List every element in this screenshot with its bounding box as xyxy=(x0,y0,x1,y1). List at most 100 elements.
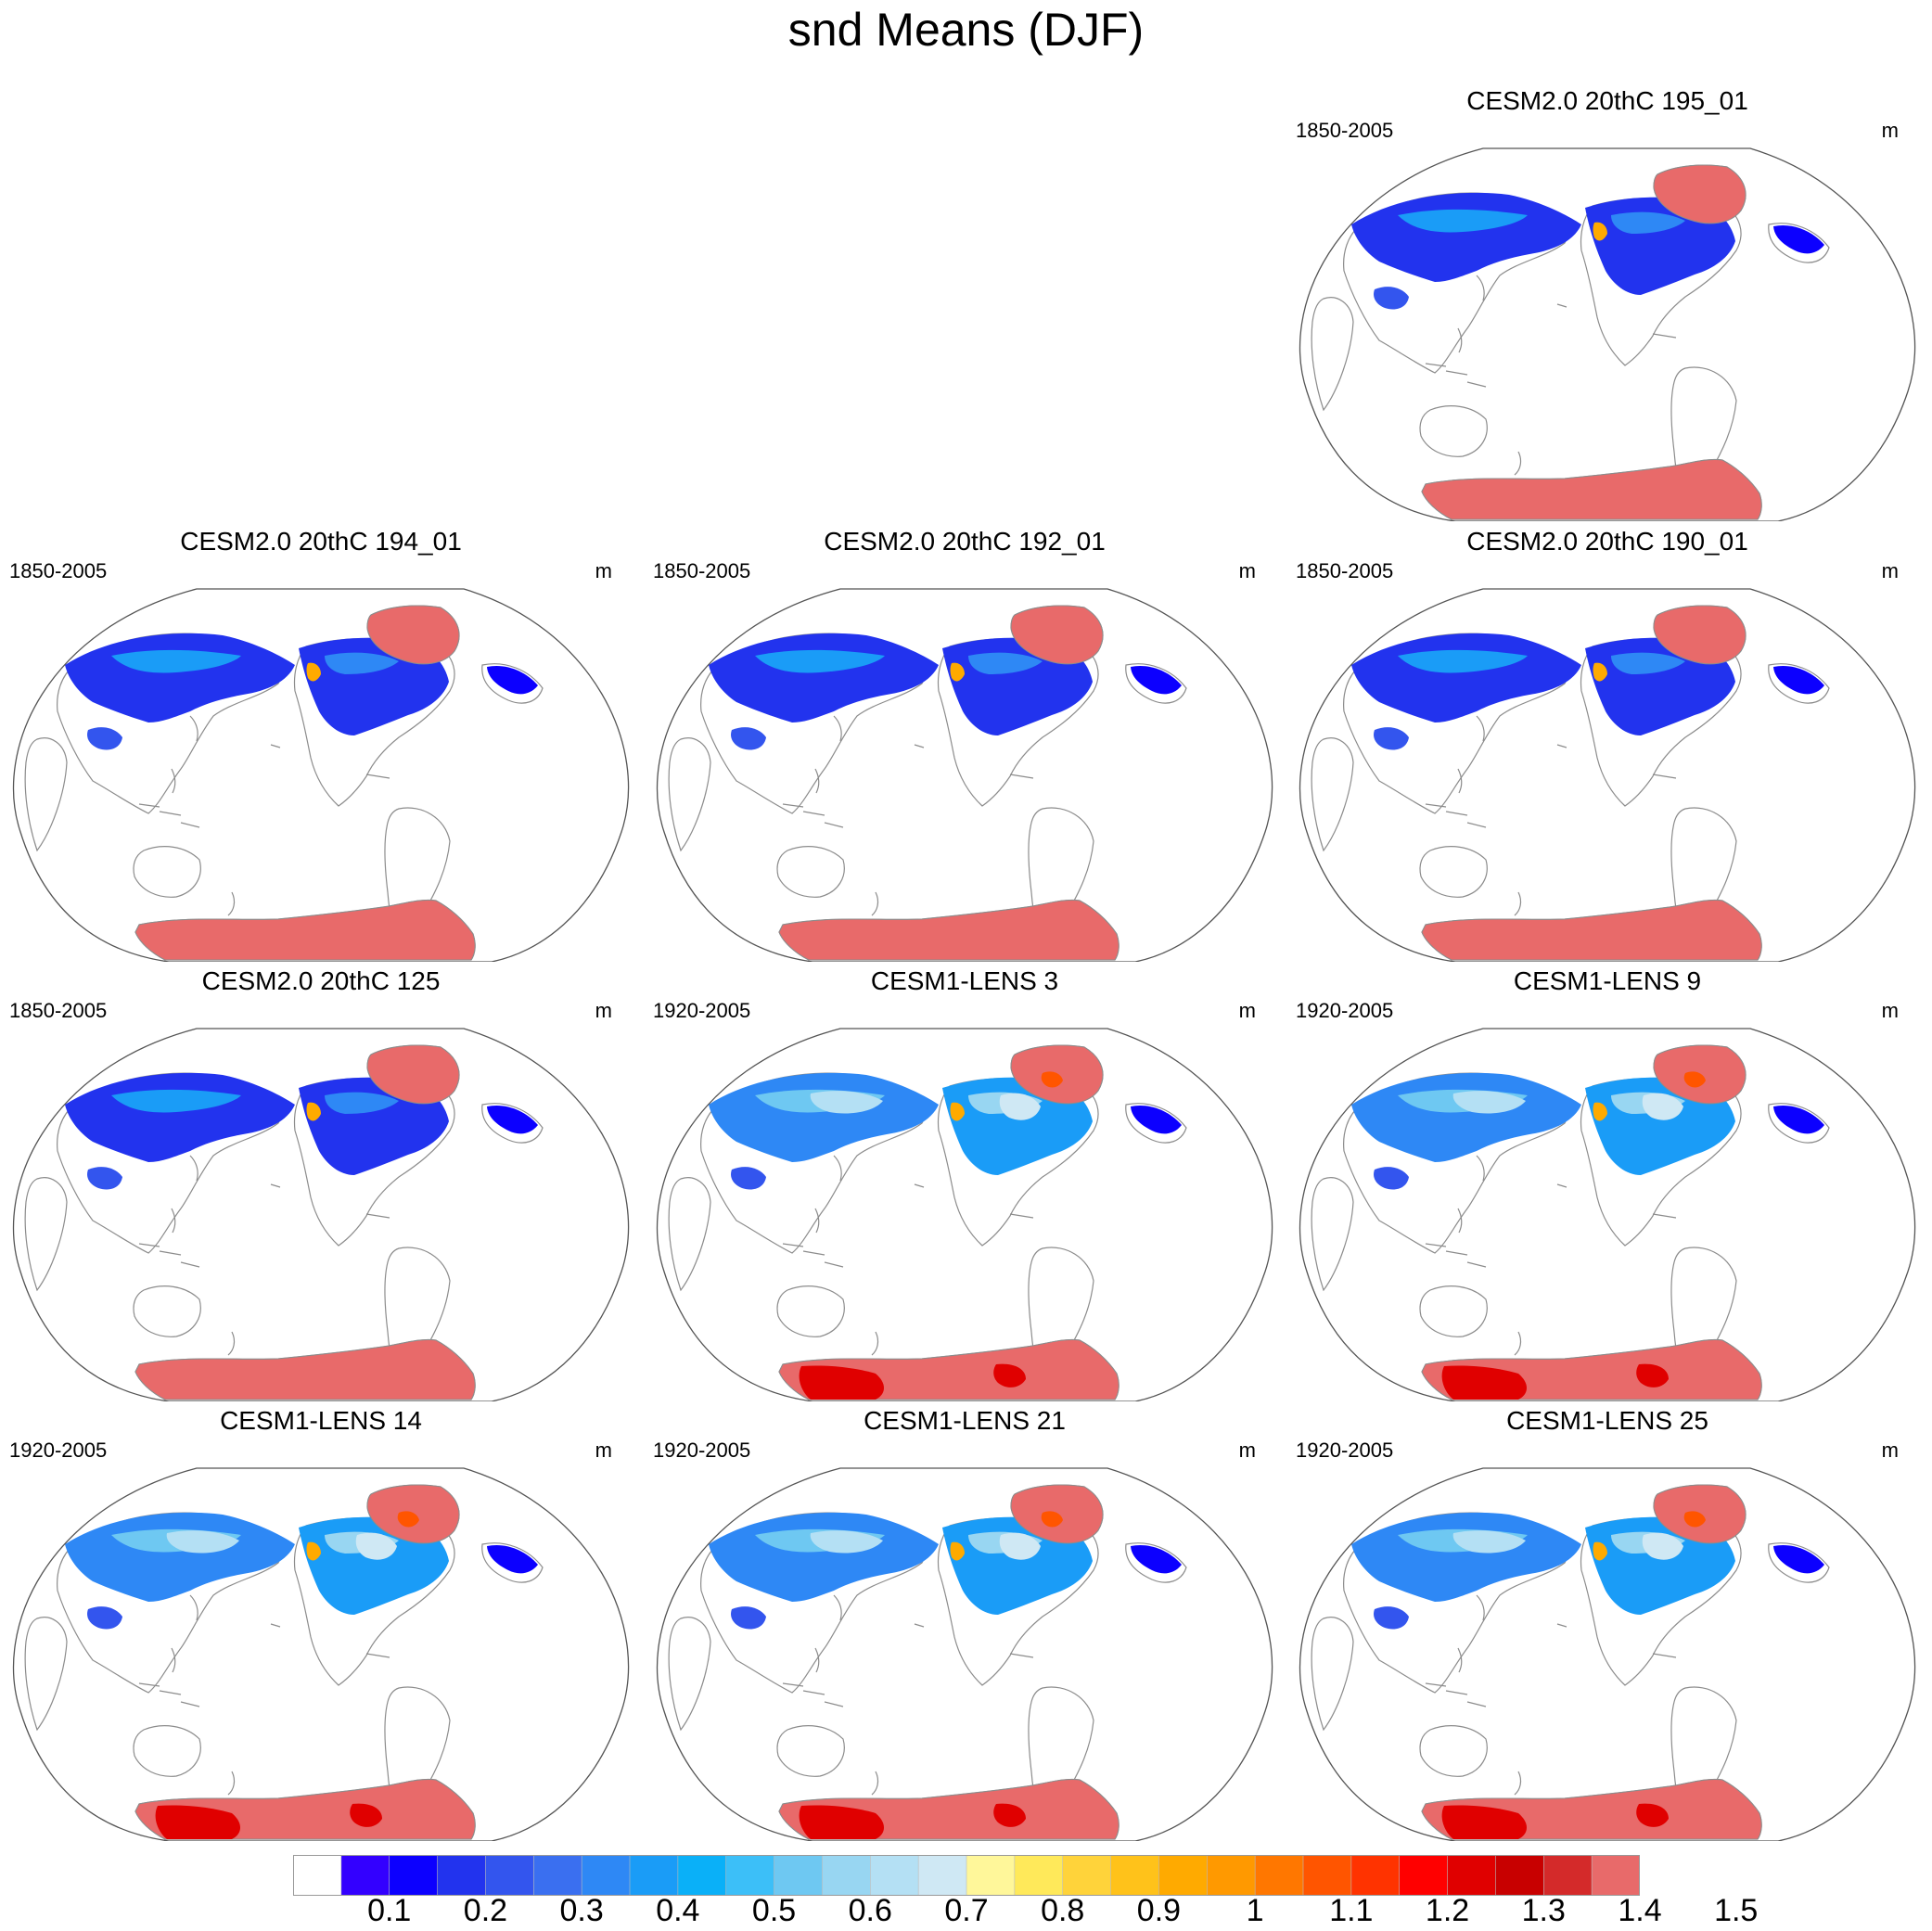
coast-hawaii xyxy=(1556,303,1567,308)
snow-antarctica xyxy=(1421,459,1762,520)
panel-units: m xyxy=(595,999,612,1022)
colorbar-swatch xyxy=(581,1855,631,1896)
coast-indonesia1 xyxy=(782,803,804,808)
figure-title: snd Means (DJF) xyxy=(787,4,1145,56)
colorbar-tick-label: 0.6 xyxy=(848,1893,892,1928)
coast-caribbean xyxy=(1652,1213,1677,1219)
snow-greenland xyxy=(1653,164,1746,224)
coast-newZealand xyxy=(1514,1331,1522,1356)
snow-greenland-edge xyxy=(1041,1511,1063,1528)
panel-years: 1850-2005 xyxy=(9,559,108,582)
coast-indonesia1 xyxy=(138,803,160,808)
snow-tibet xyxy=(731,1167,766,1190)
land-australia xyxy=(133,846,201,898)
coast-indonesia2 xyxy=(802,1250,825,1256)
coast-caribbean xyxy=(1652,333,1677,339)
snow-antarctica-deep xyxy=(350,1803,382,1827)
map-panel: CESM2.0 20thC 190_01 1850-2005 m xyxy=(1286,526,1928,962)
panel-units: m xyxy=(1881,1439,1899,1462)
snow-north-america-deeper xyxy=(1611,652,1685,674)
globe-outline xyxy=(657,1467,1273,1841)
coast-philippines xyxy=(814,768,820,794)
coast-indonesia1 xyxy=(138,1682,160,1687)
snow-eurasia-deeper xyxy=(755,649,885,673)
world-map xyxy=(13,1028,630,1401)
coast-japan xyxy=(1476,1155,1485,1182)
coast-caribbean xyxy=(1009,1653,1034,1658)
coast-indonesia2 xyxy=(1445,811,1468,816)
snow-antarctica-deep xyxy=(799,1365,884,1400)
panel-years: 1920-2005 xyxy=(653,1439,751,1462)
colorbar-tick-label: 0.7 xyxy=(944,1893,989,1928)
colorbar-swatch xyxy=(1495,1855,1545,1896)
land-australia xyxy=(776,1725,845,1777)
snow-greenland xyxy=(1010,605,1104,665)
colorbar-swatch xyxy=(774,1855,824,1896)
panel-years: 1920-2005 xyxy=(1296,1439,1394,1462)
coast-hawaii xyxy=(270,744,281,748)
snow-europe xyxy=(487,1544,538,1574)
land-australia xyxy=(776,1285,845,1337)
snow-north-america-peak xyxy=(999,1532,1041,1560)
coast-philippines xyxy=(171,768,176,794)
coast-caribbean xyxy=(1652,774,1677,779)
snow-europe xyxy=(487,1105,538,1134)
coast-newZealand xyxy=(1514,451,1522,476)
map-panel: CESM1-LENS 9 1920-2005 m xyxy=(1286,966,1928,1401)
coast-indonesia2 xyxy=(1445,1250,1468,1256)
panel-units: m xyxy=(1238,1439,1256,1462)
snow-greenland-edge xyxy=(1683,1071,1706,1088)
coast-newGuinea xyxy=(180,1261,200,1268)
map-content xyxy=(1299,1028,1916,1401)
map-content xyxy=(13,1028,630,1401)
coast-japan xyxy=(189,715,198,742)
coast-caribbean xyxy=(365,1213,390,1219)
coast-newZealand xyxy=(871,1331,879,1356)
land-australia xyxy=(1419,1725,1488,1777)
snow-tibet xyxy=(731,727,766,750)
map-panel: CESM1-LENS 3 1920-2005 m xyxy=(644,966,1286,1401)
land-australia xyxy=(133,1285,201,1337)
snow-greenland xyxy=(1653,605,1746,665)
snow-eurasia-deeper xyxy=(1398,209,1528,233)
coast-newZealand xyxy=(227,1771,236,1796)
coast-newGuinea xyxy=(180,1701,200,1707)
snow-tibet xyxy=(1374,1606,1409,1630)
panel-title: CESM1-LENS 25 xyxy=(1506,1406,1708,1435)
colorbar-swatch xyxy=(1254,1855,1304,1896)
colorbar-swatch xyxy=(1399,1855,1449,1896)
snow-eurasia-deeper xyxy=(1398,649,1528,673)
coast-japan xyxy=(833,1594,842,1621)
coast-philippines xyxy=(1457,768,1463,794)
coast-newZealand xyxy=(227,891,236,916)
world-map xyxy=(657,1028,1273,1401)
colorbar-swatch xyxy=(389,1855,439,1896)
snow-greenland-edge xyxy=(1041,1071,1063,1088)
snow-europe xyxy=(1773,1105,1824,1134)
globe-outline xyxy=(13,588,630,962)
snow-antarctica-deep xyxy=(1636,1803,1669,1827)
snow-europe xyxy=(1773,665,1824,695)
coast-newGuinea xyxy=(1466,1261,1487,1268)
snow-greenland-edge xyxy=(397,1511,419,1528)
snow-rockies xyxy=(306,1541,321,1561)
map-panel: CESM1-LENS 21 1920-2005 m xyxy=(644,1405,1286,1841)
snow-north-america-peak xyxy=(355,1532,397,1560)
map-panel: CESM1-LENS 14 1920-2005 m xyxy=(0,1405,642,1841)
map-content xyxy=(13,1467,630,1841)
colorbar-swatch xyxy=(629,1855,679,1896)
coast-indonesia2 xyxy=(159,1250,182,1256)
snow-tibet xyxy=(87,1606,122,1630)
panel-units: m xyxy=(1238,559,1256,582)
coast-philippines xyxy=(171,1647,176,1673)
globe-outline xyxy=(1299,1467,1916,1841)
snow-north-america-peak xyxy=(1642,1532,1683,1560)
colorbar-swatch xyxy=(293,1855,342,1896)
snow-antarctica xyxy=(778,900,1120,961)
snow-eurasia-peak xyxy=(810,1091,883,1114)
panel-title: CESM2.0 20thC 192_01 xyxy=(824,527,1106,556)
colorbar-labels: 0.1 0.2 0.3 0.4 0.5 0.6 0.7 0.8 0.9 1 1.1 1.2 1.3 1.4… xyxy=(0,1892,1932,1929)
colorbar-tick-label: 1 xyxy=(1246,1893,1264,1928)
colorbar-tick-label: 0.1 xyxy=(367,1893,412,1928)
panel-years: 1920-2005 xyxy=(653,999,751,1022)
